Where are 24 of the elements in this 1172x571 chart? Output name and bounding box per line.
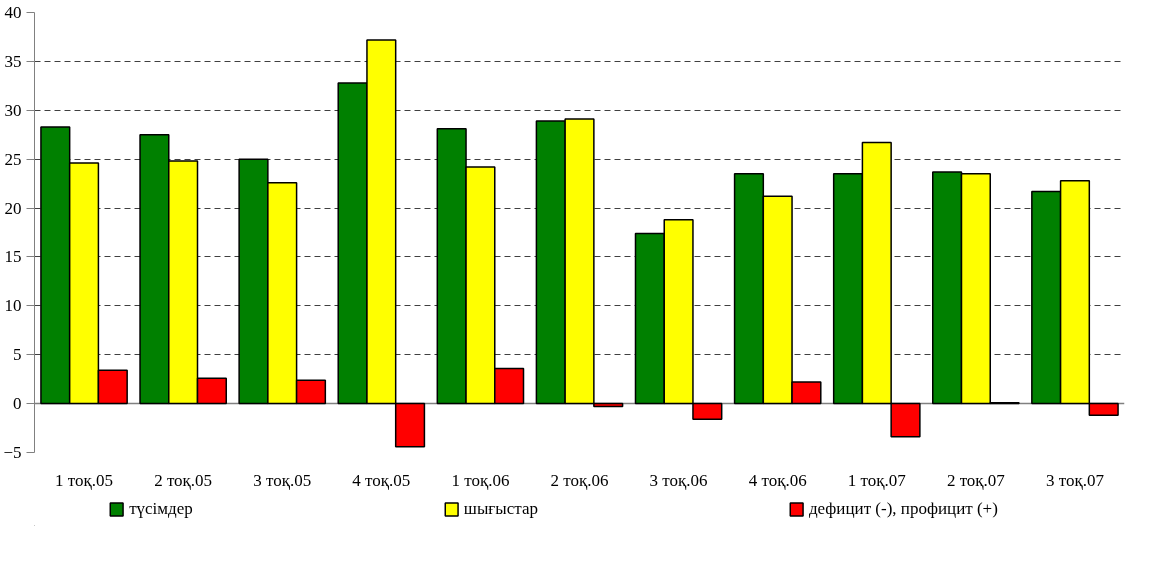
- x-tick-label: 1 тоқ.06: [451, 470, 510, 490]
- x-tick-label: 4 тоқ.05: [352, 470, 411, 490]
- x-tick-label: 2 тоқ.07: [946, 470, 1006, 490]
- x-tick-label: 1 тоқ.05: [55, 470, 114, 490]
- legend-label: шығыстар: [463, 499, 538, 519]
- y-tick-label: 40: [4, 3, 22, 22]
- x-tick-label: 3 тоқ.07: [1045, 470, 1105, 490]
- x-tick-label: 2 тоқ.05: [154, 470, 213, 490]
- x-tick-label: 4 тоқ.06: [748, 470, 807, 490]
- legend-label: дефицит (-), профицит (+): [808, 499, 998, 519]
- y-tick-label: 35: [4, 51, 22, 71]
- y-tick-label: 25: [4, 149, 22, 169]
- y-tick-label: −5: [3, 443, 22, 462]
- legend-label: түсімдер: [129, 499, 193, 519]
- x-tick-label: 2 тоқ.06: [550, 470, 609, 490]
- x-tick-label: 3 тоқ.05: [253, 470, 312, 490]
- y-tick-label: 20: [4, 198, 22, 218]
- y-tick-label: 0: [13, 394, 22, 414]
- y-tick-label: 15: [4, 247, 22, 267]
- y-tick-label: 30: [4, 100, 22, 120]
- y-tick-label: 10: [4, 296, 22, 316]
- y-tick-label: 5: [13, 345, 22, 365]
- x-tick-label: 1 тоқ.07: [847, 470, 907, 490]
- x-tick-label: 3 тоқ.06: [649, 470, 708, 490]
